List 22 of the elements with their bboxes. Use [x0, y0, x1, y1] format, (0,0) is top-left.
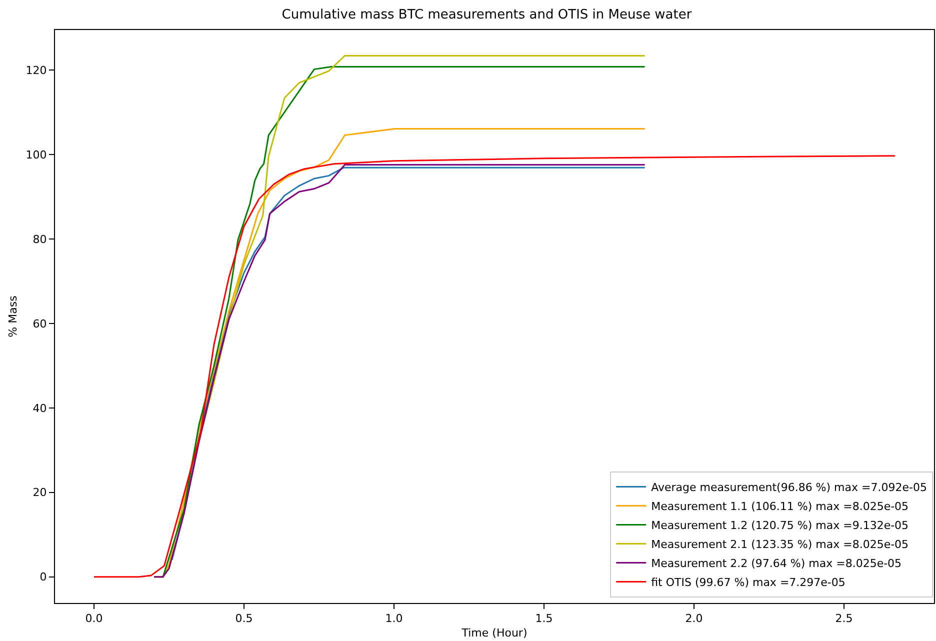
y-tick-label: 40	[32, 402, 47, 415]
y-tick-label: 0	[40, 570, 47, 584]
x-tick-label: 2.0	[685, 612, 703, 626]
x-tick-label: 1.0	[385, 612, 403, 626]
legend-label: Measurement 1.1 (106.11 %) max =8.025e-05	[651, 500, 909, 514]
legend-label: fit OTIS (99.67 %) max =7.297e-05	[651, 576, 846, 590]
x-tick-label: 2.5	[835, 612, 853, 626]
legend-label: Measurement 2.1 (123.35 %) max =8.025e-05	[651, 538, 909, 552]
y-tick-label: 20	[32, 486, 47, 500]
y-tick-label: 80	[32, 232, 47, 246]
legend-label: Measurement 1.2 (120.75 %) max =9.132e-05	[651, 519, 909, 532]
legend-label: Measurement 2.2 (97.64 %) max =8.025e-05	[651, 557, 902, 570]
y-axis-title: % Mass	[6, 295, 20, 338]
y-tick-label: 60	[32, 317, 47, 330]
y-tick-label: 120	[26, 64, 47, 77]
x-tick-label: 1.5	[535, 612, 553, 626]
chart-title: Cumulative mass BTC measurements and OTIS in Meuse water	[282, 8, 692, 23]
x-tick-label: 0.0	[85, 612, 103, 626]
x-tick-label: 0.5	[235, 612, 253, 626]
y-tick-label: 100	[26, 148, 47, 162]
x-axis-title: Time (Hour)	[460, 626, 528, 640]
legend-label: Average measurement(96.86 %) max =7.092e-05	[651, 481, 927, 494]
